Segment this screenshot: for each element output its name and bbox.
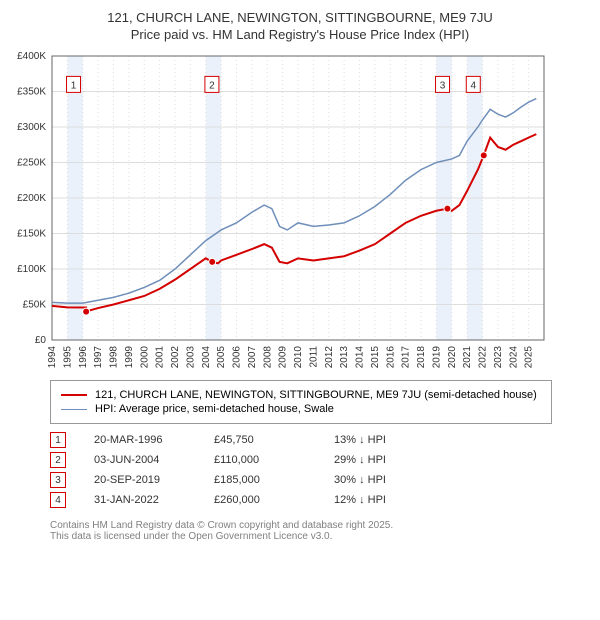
price-chart: £0 £50K £100K £150K £200K £250K £300K £350K £400… [10, 50, 550, 370]
sale-date: 03-JUN-2004 [94, 454, 214, 466]
sale-price: £260,000 [214, 494, 334, 506]
sale-date: 31-JAN-2022 [94, 494, 214, 506]
sale-price: £110,000 [214, 454, 334, 466]
svg-text:£150K: £150K [17, 229, 46, 240]
svg-text:2011: 2011 [308, 346, 319, 368]
svg-text:2014: 2014 [355, 346, 366, 369]
sale-row: 1 20-MAR-1996£45,75013% ↓ HPI [50, 432, 590, 448]
sale-marker-number: 3 [50, 472, 66, 488]
svg-text:£250K: £250K [17, 158, 46, 169]
sale-marker-number: 4 [50, 492, 66, 508]
svg-text:2017: 2017 [401, 346, 412, 369]
svg-text:2004: 2004 [201, 346, 212, 369]
title-block: 121, CHURCH LANE, NEWINGTON, SITTINGBOUR… [10, 10, 590, 42]
svg-text:1995: 1995 [62, 346, 73, 369]
svg-text:£100K: £100K [17, 264, 46, 275]
svg-text:2009: 2009 [278, 346, 289, 369]
sale-delta: 29% ↓ HPI [334, 454, 454, 466]
svg-text:2019: 2019 [431, 346, 442, 369]
svg-text:2012: 2012 [324, 346, 335, 369]
footer-line2: This data is licensed under the Open Gov… [50, 531, 590, 542]
sale-marker-number: 1 [50, 432, 66, 448]
svg-text:2016: 2016 [385, 346, 396, 369]
svg-text:4: 4 [470, 80, 476, 91]
svg-text:2021: 2021 [462, 346, 473, 369]
svg-text:2013: 2013 [339, 346, 350, 369]
legend-swatch [61, 409, 87, 410]
svg-text:1999: 1999 [124, 346, 135, 369]
svg-text:2: 2 [209, 80, 215, 91]
sale-delta: 13% ↓ HPI [334, 434, 454, 446]
svg-text:2022: 2022 [478, 346, 489, 369]
sale-row: 4 31-JAN-2022£260,00012% ↓ HPI [50, 492, 590, 508]
svg-text:2005: 2005 [216, 346, 227, 369]
svg-text:£50K: £50K [23, 300, 47, 311]
svg-text:£0: £0 [35, 335, 47, 346]
sale-price: £185,000 [214, 474, 334, 486]
svg-text:2025: 2025 [524, 346, 535, 369]
svg-text:1998: 1998 [109, 346, 120, 369]
svg-text:1997: 1997 [93, 346, 104, 369]
legend: 121, CHURCH LANE, NEWINGTON, SITTINGBOUR… [50, 380, 552, 424]
svg-text:2010: 2010 [293, 346, 304, 369]
title-line1: 121, CHURCH LANE, NEWINGTON, SITTINGBOUR… [10, 10, 590, 25]
svg-text:2024: 2024 [508, 346, 519, 369]
svg-text:2000: 2000 [139, 346, 150, 369]
svg-text:£400K: £400K [17, 51, 46, 62]
sale-row: 2 03-JUN-2004£110,00029% ↓ HPI [50, 452, 590, 468]
svg-text:£350K: £350K [17, 87, 46, 98]
svg-text:1996: 1996 [78, 346, 89, 369]
svg-text:1994: 1994 [47, 346, 58, 369]
svg-text:2018: 2018 [416, 346, 427, 369]
svg-text:£200K: £200K [17, 193, 46, 204]
sale-price: £45,750 [214, 434, 334, 446]
chart-container: £0 £50K £100K £150K £200K £250K £300K £350K £400… [10, 50, 590, 370]
sale-date: 20-MAR-1996 [94, 434, 214, 446]
sale-delta: 12% ↓ HPI [334, 494, 454, 506]
svg-text:£300K: £300K [17, 122, 46, 133]
footer-line1: Contains HM Land Registry data © Crown c… [50, 520, 590, 531]
legend-label: HPI: Average price, semi-detached house,… [95, 403, 334, 415]
legend-label: 121, CHURCH LANE, NEWINGTON, SITTINGBOUR… [95, 389, 537, 401]
svg-text:1: 1 [71, 80, 77, 91]
svg-text:2006: 2006 [232, 346, 243, 369]
sale-marker-number: 2 [50, 452, 66, 468]
svg-text:2002: 2002 [170, 346, 181, 369]
sale-delta: 30% ↓ HPI [334, 474, 454, 486]
svg-text:2003: 2003 [185, 346, 196, 369]
svg-text:2008: 2008 [262, 346, 273, 369]
svg-text:2015: 2015 [370, 346, 381, 369]
svg-text:2020: 2020 [447, 346, 458, 369]
legend-item: HPI: Average price, semi-detached house,… [61, 403, 541, 415]
sale-date: 20-SEP-2019 [94, 474, 214, 486]
footer-attribution: Contains HM Land Registry data © Crown c… [50, 520, 590, 542]
legend-swatch [61, 394, 87, 396]
svg-text:2007: 2007 [247, 346, 258, 369]
title-line2: Price paid vs. HM Land Registry's House … [10, 27, 590, 42]
sale-row: 3 20-SEP-2019£185,00030% ↓ HPI [50, 472, 590, 488]
sale-markers-table: 1 20-MAR-1996£45,75013% ↓ HPI 2 03-JUN-2004… [50, 432, 590, 508]
svg-text:2023: 2023 [493, 346, 504, 369]
svg-text:2001: 2001 [155, 346, 166, 369]
legend-item: 121, CHURCH LANE, NEWINGTON, SITTINGBOUR… [61, 389, 541, 401]
svg-text:3: 3 [440, 80, 446, 91]
